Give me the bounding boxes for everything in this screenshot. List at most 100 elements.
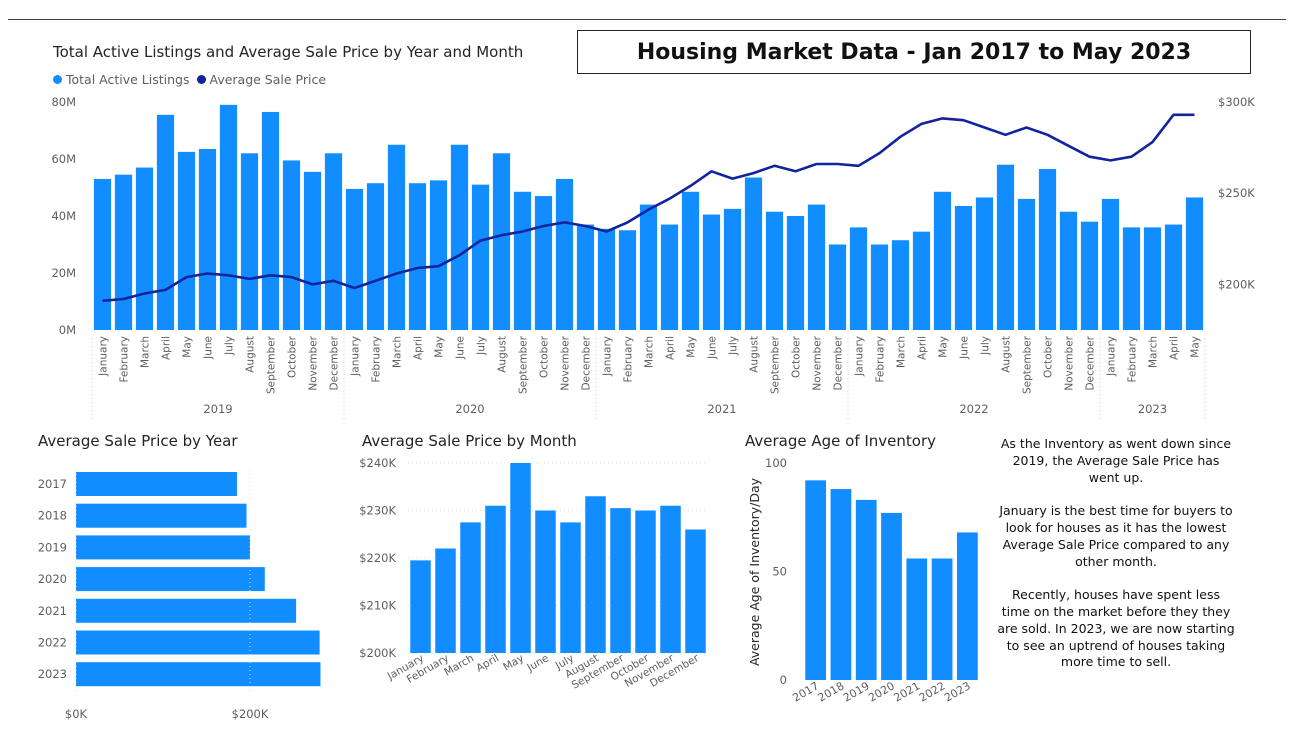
age-bar[interactable]	[906, 558, 928, 680]
year-price-bar[interactable]	[76, 567, 265, 592]
avg-price-line[interactable]	[102, 113, 1195, 303]
age-bar[interactable]	[881, 512, 902, 680]
main-y-right-tick: $200K	[1218, 277, 1255, 291]
age-bar[interactable]	[805, 480, 827, 680]
legend-dot-listings	[53, 75, 62, 84]
month-chart-y-tick: $230K	[359, 504, 396, 518]
listings-bar[interactable]	[1164, 224, 1183, 330]
main-month-label: February	[1127, 336, 1139, 383]
listings-bar[interactable]	[933, 191, 952, 330]
listings-bar[interactable]	[114, 174, 133, 330]
listings-bar[interactable]	[366, 183, 385, 330]
listings-bar[interactable]	[954, 206, 973, 330]
age-bar[interactable]	[931, 558, 953, 680]
listings-bar[interactable]	[1038, 168, 1057, 330]
month-price-bar[interactable]	[535, 510, 556, 654]
insight-paragraph-2: January is the best time for buyers to l…	[999, 503, 1233, 569]
main-month-label: August	[1001, 336, 1013, 373]
listings-bar[interactable]	[891, 240, 910, 330]
listings-bar[interactable]	[576, 224, 595, 330]
listings-bar[interactable]	[513, 191, 532, 330]
listings-bar[interactable]	[828, 244, 847, 331]
age-bar[interactable]	[830, 489, 852, 680]
main-chart-title: Total Active Listings and Average Sale P…	[53, 43, 524, 61]
listings-bar[interactable]	[1080, 221, 1099, 330]
year-price-bar[interactable]	[76, 503, 247, 528]
main-year-label: 2020	[455, 402, 484, 416]
listings-bar[interactable]	[219, 104, 238, 330]
listings-bar[interactable]	[324, 153, 343, 330]
month-price-bar[interactable]	[560, 522, 581, 653]
main-chart-legend[interactable]: Total Active Listings Average Sale Price	[53, 72, 326, 87]
year-price-bar[interactable]	[76, 535, 250, 560]
listings-bar[interactable]	[1059, 211, 1078, 330]
age-bar[interactable]	[956, 532, 978, 680]
month-price-bar[interactable]	[635, 510, 656, 654]
month-price-bar[interactable]	[660, 505, 681, 653]
main-month-label: December	[581, 335, 593, 390]
month-price-bar[interactable]	[435, 548, 456, 654]
main-month-label: January	[350, 336, 362, 377]
month-price-bar[interactable]	[585, 496, 606, 653]
listings-bar[interactable]	[387, 144, 406, 330]
month-price-bar[interactable]	[485, 505, 506, 653]
month-price-bar[interactable]	[685, 529, 706, 654]
main-month-label: December	[1085, 335, 1097, 390]
year-price-bar[interactable]	[76, 662, 321, 687]
listings-bar[interactable]	[555, 178, 574, 330]
month-chart-category: March	[442, 652, 476, 678]
listings-bar[interactable]	[744, 177, 763, 330]
listings-bar[interactable]	[177, 151, 196, 330]
month-price-bar[interactable]	[410, 560, 431, 653]
listings-bar[interactable]	[1101, 198, 1120, 330]
listings-bar[interactable]	[1122, 227, 1141, 330]
month-chart-y-tick: $240K	[359, 456, 396, 470]
main-month-label: September	[518, 335, 530, 394]
year-price-bar[interactable]	[76, 598, 297, 623]
month-price-bar[interactable]	[610, 508, 631, 653]
listings-bar[interactable]	[450, 144, 469, 330]
main-month-label: July	[224, 336, 236, 356]
listings-bar[interactable]	[408, 183, 427, 330]
listings-bar[interactable]	[723, 208, 742, 330]
listings-bar[interactable]	[471, 184, 490, 330]
listings-bar[interactable]	[912, 231, 931, 330]
listings-bar[interactable]	[597, 228, 616, 330]
listings-bar[interactable]	[156, 114, 175, 330]
year-price-bar[interactable]	[76, 630, 320, 655]
listings-bar[interactable]	[240, 153, 259, 330]
listings-bar[interactable]	[702, 214, 721, 330]
listings-bar[interactable]	[303, 171, 322, 330]
listings-bar[interactable]	[1143, 227, 1162, 330]
listings-bar[interactable]	[849, 227, 868, 330]
listings-bar[interactable]	[135, 167, 154, 330]
listings-bar[interactable]	[429, 180, 448, 330]
age-bar[interactable]	[855, 499, 877, 680]
listings-bar[interactable]	[660, 224, 679, 330]
month-price-bar[interactable]	[460, 522, 481, 653]
listings-bar[interactable]	[975, 197, 994, 330]
listings-bar[interactable]	[996, 164, 1015, 330]
listings-bar[interactable]	[639, 204, 658, 330]
main-month-label: April	[161, 336, 173, 360]
listings-bar[interactable]	[786, 216, 805, 330]
listings-bar[interactable]	[1185, 197, 1204, 330]
listings-bar[interactable]	[807, 204, 826, 330]
listings-bar[interactable]	[681, 191, 700, 330]
listings-bar[interactable]	[618, 230, 637, 330]
listings-bar[interactable]	[345, 188, 364, 330]
month-price-bar[interactable]	[510, 463, 531, 653]
listings-bar[interactable]	[261, 111, 280, 330]
listings-bar[interactable]	[492, 153, 511, 330]
listings-bar[interactable]	[93, 178, 112, 330]
year-price-bar[interactable]	[76, 472, 237, 496]
month-chart-title: Average Sale Price by Month	[362, 432, 577, 450]
listings-bar[interactable]	[870, 244, 889, 331]
year-chart-x-tick: $200K	[232, 707, 269, 721]
listings-bar[interactable]	[198, 149, 217, 330]
listings-bar[interactable]	[1017, 198, 1036, 330]
main-month-label: March	[140, 336, 152, 368]
listings-bar[interactable]	[765, 211, 784, 330]
listings-bar[interactable]	[534, 196, 553, 330]
listings-bar[interactable]	[282, 160, 301, 330]
